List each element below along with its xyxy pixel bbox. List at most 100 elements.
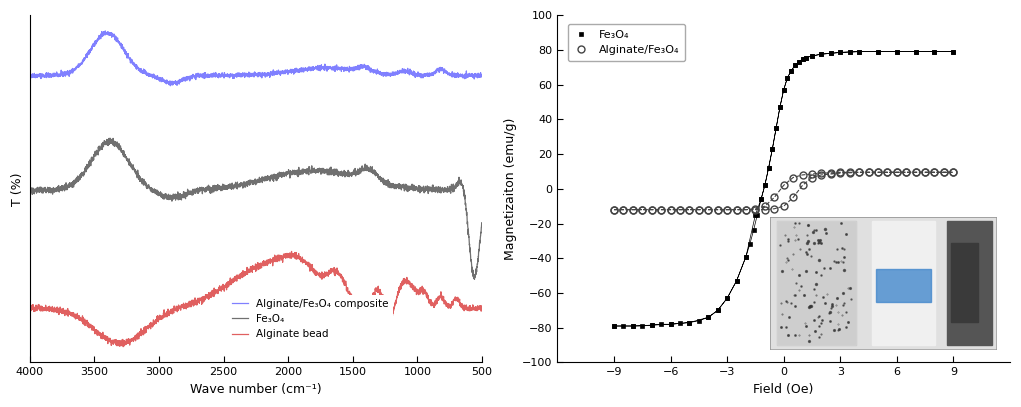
Fe₃O₄ — [853, 49, 865, 54]
Fe₃O₄ — [721, 296, 733, 301]
Line: Alginate/Fe₃O₄ composite: Alginate/Fe₃O₄ composite — [30, 31, 482, 86]
Alginate/Fe₃O₄ — [674, 207, 686, 212]
Y-axis label: T (%): T (%) — [11, 172, 25, 206]
Fe₃O₄ — [796, 57, 809, 62]
Alginate/Fe₃O₄ composite — [164, 83, 177, 88]
Fe₃O₄ — [618, 324, 630, 328]
Alginate/Fe₃O₄ — [890, 170, 903, 175]
Alginate/Fe₃O₄ — [853, 170, 865, 175]
Alginate bead — [476, 305, 488, 310]
Alginate/Fe₃O₄ — [796, 173, 809, 177]
Alginate/Fe₃O₄ — [937, 170, 950, 175]
Alginate/Fe₃O₄ — [740, 207, 752, 212]
Fe₃O₄ — [792, 59, 805, 64]
Fe₃O₄ — [800, 55, 813, 60]
Alginate/Fe₃O₄ — [806, 172, 818, 177]
Alginate/Fe₃O₄ — [778, 183, 790, 188]
Fe₃O₄ — [419, 186, 431, 191]
Alginate/Fe₃O₄ — [787, 175, 799, 180]
Fe₃O₄ — [636, 324, 648, 328]
Fe₃O₄ — [947, 49, 960, 54]
Alginate/Fe₃O₄ — [825, 171, 837, 175]
Legend: Fe₃O₄, Alginate/Fe₃O₄: Fe₃O₄, Alginate/Fe₃O₄ — [568, 24, 685, 61]
Line: Fe₃O₄: Fe₃O₄ — [612, 49, 956, 328]
Fe₃O₄ — [928, 49, 940, 54]
Alginate/Fe₃O₄ composite — [99, 28, 111, 33]
Alginate/Fe₃O₄ — [730, 207, 742, 212]
X-axis label: Field (Oe): Field (Oe) — [753, 383, 814, 396]
Fe₃O₄ — [751, 212, 764, 217]
Alginate/Fe₃O₄ — [928, 170, 940, 175]
Fe₃O₄ — [747, 228, 760, 233]
Fe₃O₄ — [645, 323, 658, 328]
Fe₃O₄ — [766, 147, 778, 151]
Alginate bead — [286, 249, 298, 254]
Fe₃O₄ — [683, 320, 695, 325]
Fe₃O₄ — [778, 88, 790, 92]
Alginate/Fe₃O₄ — [683, 207, 695, 212]
Line: Alginate bead: Alginate bead — [30, 252, 482, 347]
Alginate bead — [468, 306, 480, 311]
Fe₃O₄ — [789, 63, 801, 68]
Alginate/Fe₃O₄ — [607, 207, 620, 212]
Alginate bead — [23, 308, 36, 313]
Alginate/Fe₃O₄ composite — [419, 71, 431, 76]
Fe₃O₄ — [825, 51, 837, 56]
Fe₃O₄ — [890, 49, 903, 54]
Fe₃O₄ — [781, 75, 793, 80]
Alginate/Fe₃O₄ — [901, 170, 913, 175]
Alginate/Fe₃O₄ — [749, 206, 762, 211]
Fe₃O₄ — [197, 185, 209, 190]
Fe₃O₄ — [702, 315, 715, 320]
Alginate bead — [216, 283, 229, 288]
Alginate/Fe₃O₄ — [721, 207, 733, 212]
Legend: Alginate/Fe₃O₄ composite, Fe₃O₄, Alginate bead: Alginate/Fe₃O₄ composite, Fe₃O₄, Alginat… — [228, 295, 392, 344]
Fe₃O₄ — [872, 49, 884, 54]
Alginate/Fe₃O₄ — [759, 204, 771, 209]
Fe₃O₄ — [674, 321, 686, 326]
Alginate/Fe₃O₄ composite — [23, 72, 36, 77]
Line: Fe₃O₄: Fe₃O₄ — [30, 138, 482, 279]
Alginate/Fe₃O₄ composite — [468, 72, 480, 77]
Alginate bead — [197, 295, 209, 300]
Alginate/Fe₃O₄ — [692, 207, 704, 212]
Alginate/Fe₃O₄ — [665, 207, 677, 212]
Alginate/Fe₃O₄ composite — [216, 72, 229, 77]
Fe₃O₄ — [770, 126, 782, 131]
Alginate/Fe₃O₄ — [843, 170, 856, 175]
Fe₃O₄ — [740, 254, 752, 259]
Alginate bead — [419, 287, 431, 292]
Line: Alginate/Fe₃O₄: Alginate/Fe₃O₄ — [611, 169, 957, 213]
Alginate bead — [76, 317, 88, 322]
Alginate/Fe₃O₄ — [872, 170, 884, 175]
Fe₃O₄ — [755, 197, 767, 201]
Fe₃O₄ — [607, 324, 620, 328]
X-axis label: Wave number (cm⁻¹): Wave number (cm⁻¹) — [190, 383, 322, 396]
Alginate/Fe₃O₄ — [712, 207, 724, 212]
Alginate/Fe₃O₄ composite — [197, 74, 209, 79]
Alginate/Fe₃O₄ — [645, 207, 658, 212]
Fe₃O₄ — [627, 324, 639, 328]
Fe₃O₄ — [692, 318, 704, 323]
Fe₃O₄ — [468, 271, 480, 276]
Fe₃O₄ — [910, 49, 922, 54]
Fe₃O₄ — [743, 242, 756, 247]
Fe₃O₄ — [665, 322, 677, 327]
Alginate/Fe₃O₄ — [768, 195, 780, 200]
Alginate/Fe₃O₄ composite — [102, 30, 114, 35]
Fe₃O₄ — [763, 166, 775, 171]
Alginate/Fe₃O₄ — [636, 207, 648, 212]
Fe₃O₄ — [834, 50, 846, 55]
Fe₃O₄ — [469, 277, 481, 282]
Alginate/Fe₃O₄ — [815, 171, 827, 175]
Fe₃O₄ — [104, 136, 116, 141]
Fe₃O₄ — [815, 52, 827, 57]
Y-axis label: Magnetizaiton (emu/g): Magnetizaiton (emu/g) — [503, 118, 517, 260]
Alginate/Fe₃O₄ — [919, 170, 931, 175]
Alginate/Fe₃O₄ — [702, 207, 715, 212]
Alginate/Fe₃O₄ — [881, 170, 893, 175]
Fe₃O₄ — [712, 308, 724, 313]
Alginate/Fe₃O₄ composite — [76, 61, 88, 66]
Alginate/Fe₃O₄ — [655, 207, 668, 212]
Fe₃O₄ — [730, 278, 742, 283]
